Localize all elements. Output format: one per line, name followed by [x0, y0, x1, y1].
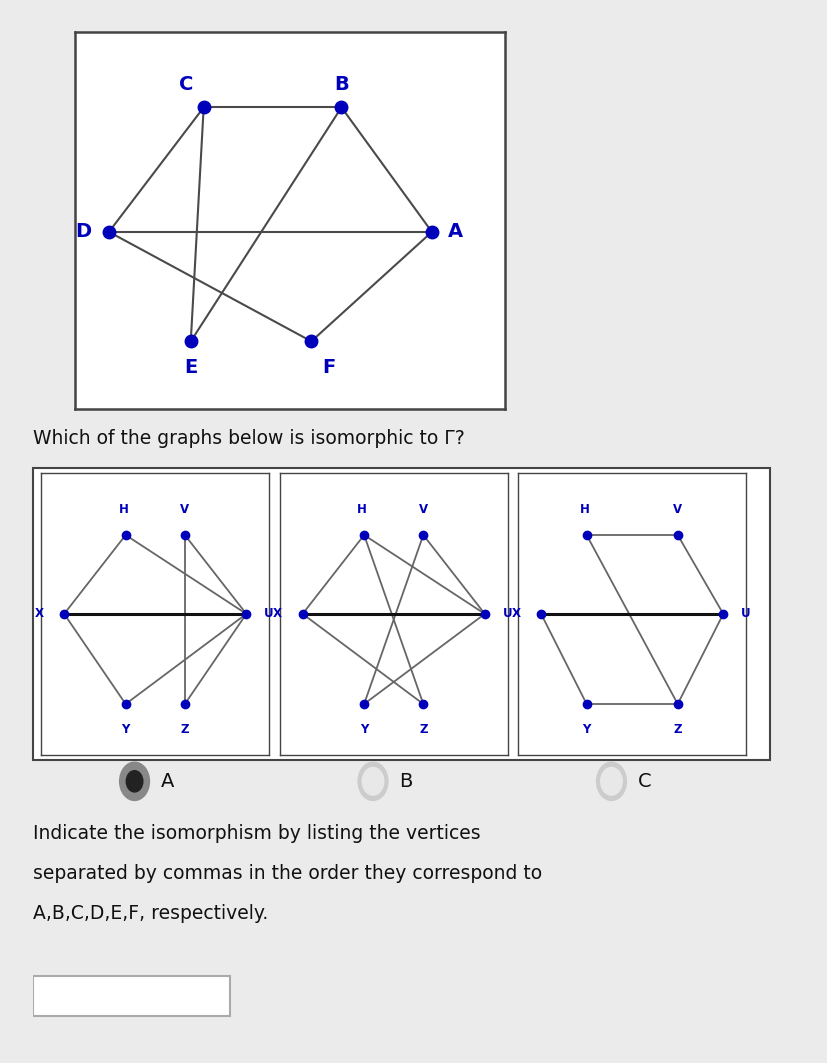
Text: Z: Z: [672, 723, 681, 736]
Text: A,B,C,D,E,F, respectively.: A,B,C,D,E,F, respectively.: [33, 905, 268, 924]
Text: H: H: [118, 503, 128, 517]
Text: V: V: [672, 503, 681, 517]
Text: Z: Z: [418, 723, 427, 736]
Text: C: C: [638, 772, 651, 791]
Text: X: X: [273, 607, 282, 621]
Circle shape: [362, 767, 384, 795]
Text: B: B: [399, 772, 413, 791]
FancyBboxPatch shape: [33, 976, 230, 1016]
Circle shape: [126, 771, 143, 792]
Text: E: E: [184, 358, 197, 377]
Text: Which of the graphs below is isomorphic to Γ?: Which of the graphs below is isomorphic …: [33, 429, 464, 448]
Text: B: B: [333, 75, 348, 95]
Text: F: F: [322, 358, 335, 377]
Text: A: A: [160, 772, 174, 791]
Text: Z: Z: [180, 723, 189, 736]
Circle shape: [600, 767, 622, 795]
Text: C: C: [179, 75, 194, 95]
Text: U: U: [740, 607, 750, 621]
Circle shape: [595, 762, 626, 800]
Text: A: A: [447, 222, 462, 241]
Text: Y: Y: [581, 723, 590, 736]
Text: separated by commas in the order they correspond to: separated by commas in the order they co…: [33, 864, 542, 883]
Circle shape: [357, 762, 387, 800]
Text: Indicate the isomorphism by listing the vertices: Indicate the isomorphism by listing the …: [33, 824, 480, 843]
Text: H: H: [356, 503, 366, 517]
Text: V: V: [418, 503, 428, 517]
Text: U: U: [264, 607, 274, 621]
Text: X: X: [511, 607, 520, 621]
Circle shape: [119, 762, 149, 800]
Text: X: X: [35, 607, 44, 621]
Text: Y: Y: [360, 723, 368, 736]
Text: U: U: [502, 607, 512, 621]
Text: Y: Y: [122, 723, 130, 736]
Text: D: D: [75, 222, 91, 241]
Text: H: H: [579, 503, 589, 517]
Text: V: V: [180, 503, 189, 517]
